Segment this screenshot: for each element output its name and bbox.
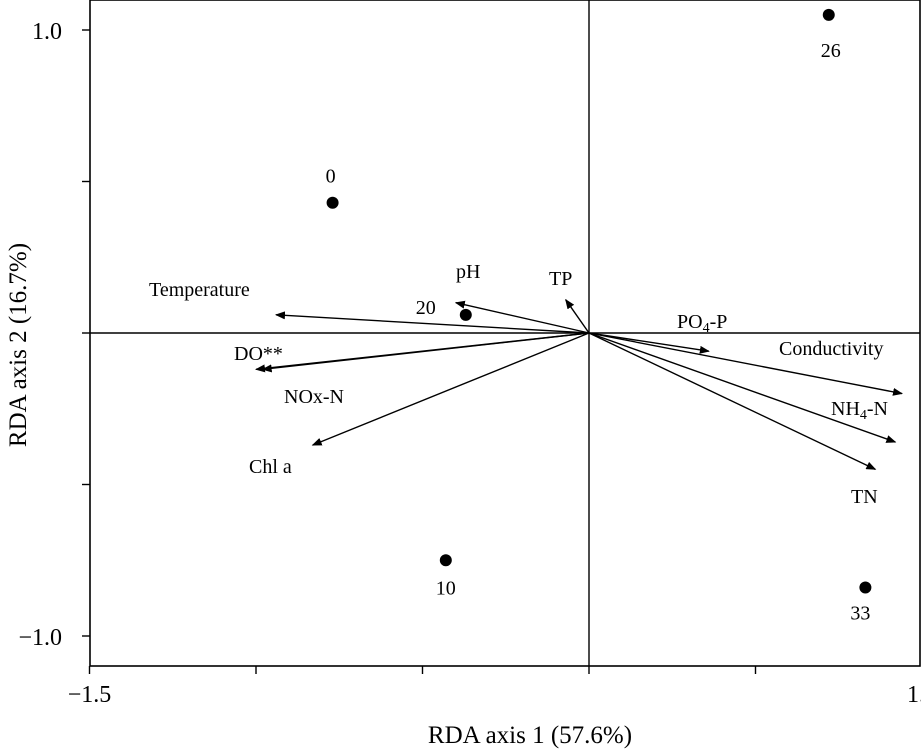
- vector-chl-a-arrow: [311, 332, 590, 446]
- y-axis-title: RDA axis 2 (16.7%): [5, 243, 32, 447]
- vector-tp-label: TP: [549, 268, 572, 290]
- vector-ph-label: pH: [456, 261, 480, 283]
- site-point-26: [822, 8, 835, 21]
- site-label-20: 20: [416, 297, 436, 319]
- environmental-vectors: Temperature pH TP DO**NOx-N Chl a PO4-P Conduc…: [149, 261, 904, 508]
- vector-tn-arrow: [588, 332, 877, 470]
- site-point-0: [326, 196, 339, 209]
- y-axis-ticks: −1.0 1.0: [18, 19, 90, 651]
- site-label-26: 26: [821, 40, 841, 62]
- site-points: 0 20 26 10 33: [326, 8, 872, 625]
- y-tick-label: −1.0: [18, 625, 62, 651]
- y-tick-label: 1.0: [32, 19, 62, 45]
- vector-conductivity-label: Conductivity: [779, 338, 883, 360]
- site-label-33: 33: [850, 603, 870, 625]
- vector-temperature-label: Temperature: [149, 279, 250, 301]
- vector-tp-arrow: [565, 298, 590, 334]
- x-axis-ticks: −1.5 1.0: [68, 666, 921, 708]
- site-point-33: [859, 581, 872, 594]
- vector-temperature-arrow: [274, 311, 590, 334]
- vector-nh4-n-label: NH4-N: [831, 398, 888, 423]
- vector-chl-a-label: Chl a: [249, 456, 292, 478]
- site-point-20: [459, 308, 472, 321]
- vector-po4-p-label: PO4-P: [677, 311, 727, 336]
- vector-nox-n-arrow: [261, 332, 590, 373]
- vector-po4-p-arrow: [588, 332, 710, 354]
- site-point-10: [439, 554, 452, 567]
- vector-do-label: DO**: [234, 343, 283, 365]
- vector-conductivity-arrow: [588, 332, 904, 396]
- vector-nox-n-label: NOx-N: [284, 386, 344, 408]
- x-axis-title: RDA axis 1 (57.6%): [428, 722, 632, 749]
- site-label-0: 0: [326, 166, 336, 188]
- vector-ph-arrow: [454, 300, 590, 334]
- x-tick-label: 1.0: [907, 682, 921, 708]
- vector-nh4-n-arrow: [588, 332, 897, 443]
- x-tick-label: −1.5: [68, 682, 112, 708]
- site-label-10: 10: [436, 577, 456, 599]
- vector-tn-label: TN: [851, 486, 878, 508]
